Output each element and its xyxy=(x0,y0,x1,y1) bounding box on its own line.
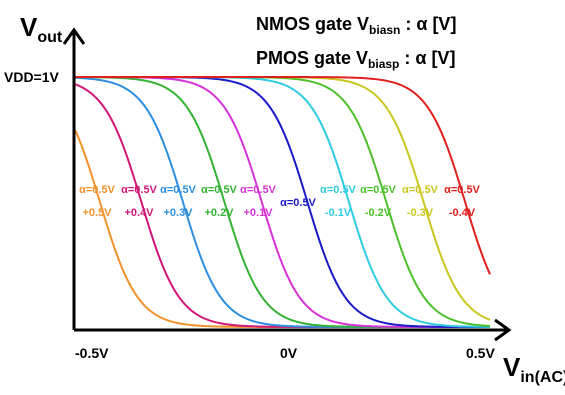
legend-pmos: PMOS gate Vbiasp : α [V] xyxy=(256,48,455,71)
y-axis-arrow xyxy=(62,27,86,45)
series-offset-label-2: +0.3V xyxy=(163,207,193,219)
x-tick-label-neg05: -0.5V xyxy=(75,345,109,361)
legend-nmos: NMOS gate Vbiasn : α [V] xyxy=(256,14,456,37)
series-offset-label-3: +0.2V xyxy=(204,207,234,219)
transfer-curves xyxy=(74,76,491,328)
x-axis-label: Vin(AC) xyxy=(503,352,565,386)
series-offset-label-1: +0.4V xyxy=(124,207,154,219)
series-label-6: α=0.5V xyxy=(320,184,356,196)
series-label-2: α=0.5V xyxy=(160,184,196,196)
series-label-0: α=0.5V xyxy=(79,184,115,196)
series-label-4: α=0.5V xyxy=(240,184,276,196)
series-label-3: α=0.5V xyxy=(201,184,237,196)
series-offset-label-0: +0.5V xyxy=(82,207,112,219)
series-label-1: α=0.5V xyxy=(121,184,157,196)
series-label-7: α=0.5V xyxy=(360,184,396,196)
series-line-9 xyxy=(75,76,491,275)
vdd-label: VDD=1V xyxy=(4,69,60,85)
series-offset-label-8: -0.3V xyxy=(407,207,434,219)
x-tick-label-zero: 0V xyxy=(280,345,298,361)
series-label-5: α=0.5V xyxy=(280,197,316,209)
series-offset-label-4: +0.1V xyxy=(243,207,273,219)
curve-labels: α=0.5V +0.5V α=0.5V +0.4V α=0.5V +0.3V α=0.5V +… xyxy=(79,184,480,219)
x-axis-arrow xyxy=(494,318,512,342)
series-offset-label-7: -0.2V xyxy=(365,207,392,219)
x-tick-label-pos05: 0.5V xyxy=(466,345,495,361)
series-label-8: α=0.5V xyxy=(402,184,438,196)
series-offset-label-9: -0.4V xyxy=(449,207,476,219)
y-axis-label: Vout xyxy=(20,12,63,46)
series-line-0 xyxy=(74,129,490,328)
series-offset-label-6: -0.1V xyxy=(325,207,352,219)
series-label-9: α=0.5V xyxy=(444,184,480,196)
